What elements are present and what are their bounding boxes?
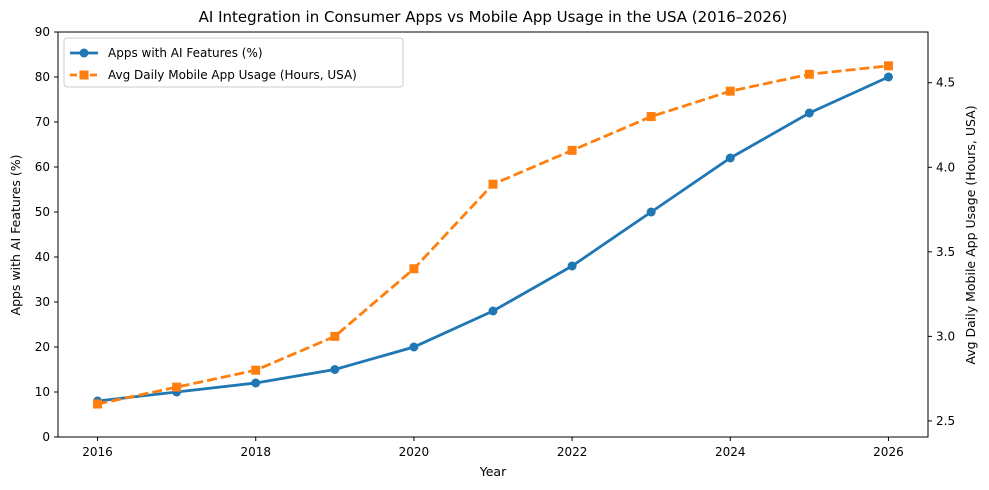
- data-point: [725, 153, 735, 163]
- legend-marker: [79, 70, 89, 80]
- legend-marker: [79, 48, 89, 58]
- series-line-1: [97, 64, 889, 406]
- data-point: [883, 72, 893, 82]
- x-tick-label: 2018: [240, 445, 271, 459]
- x-tick-label: 2020: [399, 445, 430, 459]
- data-point: [646, 112, 656, 122]
- y-right-tick-label: 2.5: [936, 414, 955, 428]
- y-tick-label: 50: [35, 205, 50, 219]
- legend-box: [63, 37, 404, 88]
- legend: Apps with AI Features (%) Avg Daily Mobil…: [63, 37, 404, 88]
- data-point: [251, 365, 261, 375]
- y-tick-label: 90: [35, 25, 50, 39]
- x-tick-label: 2024: [715, 445, 746, 459]
- series-line-0: [97, 75, 890, 403]
- data-point: [646, 207, 656, 217]
- y-right-tick-label: 3.0: [936, 329, 955, 343]
- y-tick-label: 70: [35, 115, 50, 129]
- x-tick-label: 2026: [873, 445, 904, 459]
- data-point: [804, 69, 814, 79]
- chart-title: AI Integration in Consumer Apps vs Mobil…: [199, 8, 788, 26]
- data-point: [93, 399, 103, 409]
- y-right-tick-label: 4.0: [936, 160, 955, 174]
- data-point: [804, 108, 814, 118]
- data-point: [488, 306, 498, 316]
- plot-frame: [57, 31, 929, 438]
- data-point: [251, 378, 261, 388]
- data-point: [725, 86, 735, 96]
- y-tick-label: 30: [35, 295, 50, 309]
- x-tick-label: 2016: [82, 445, 113, 459]
- data-point: [172, 382, 182, 392]
- y-right-tick-label: 4.5: [936, 76, 955, 90]
- data-point: [567, 145, 577, 155]
- data-point: [330, 331, 340, 341]
- x-tick-label: 2022: [557, 445, 588, 459]
- y-tick-label: 60: [35, 160, 50, 174]
- data-point: [409, 264, 419, 274]
- y-tick-label: 80: [35, 70, 50, 84]
- y-tick-label: 40: [35, 250, 50, 264]
- data-point: [883, 61, 893, 71]
- y-right-tick-label: 3.5: [936, 245, 955, 259]
- y-tick-label: 0: [42, 430, 50, 444]
- data-point: [567, 261, 577, 271]
- data-point: [488, 179, 498, 189]
- y-axis-right-label: Avg Daily Mobile App Usage (Hours, USA): [963, 105, 978, 364]
- y-axis-label: Apps with AI Features (%): [8, 155, 23, 316]
- data-point: [330, 365, 340, 374]
- y-tick-label: 20: [35, 340, 50, 354]
- legend-label: Avg Daily Mobile App Usage (Hours, USA): [108, 68, 357, 82]
- x-axis-label: Year: [479, 464, 507, 479]
- legend-label: Apps with AI Features (%): [108, 46, 263, 60]
- data-point: [409, 342, 419, 352]
- y-tick-label: 10: [35, 385, 50, 399]
